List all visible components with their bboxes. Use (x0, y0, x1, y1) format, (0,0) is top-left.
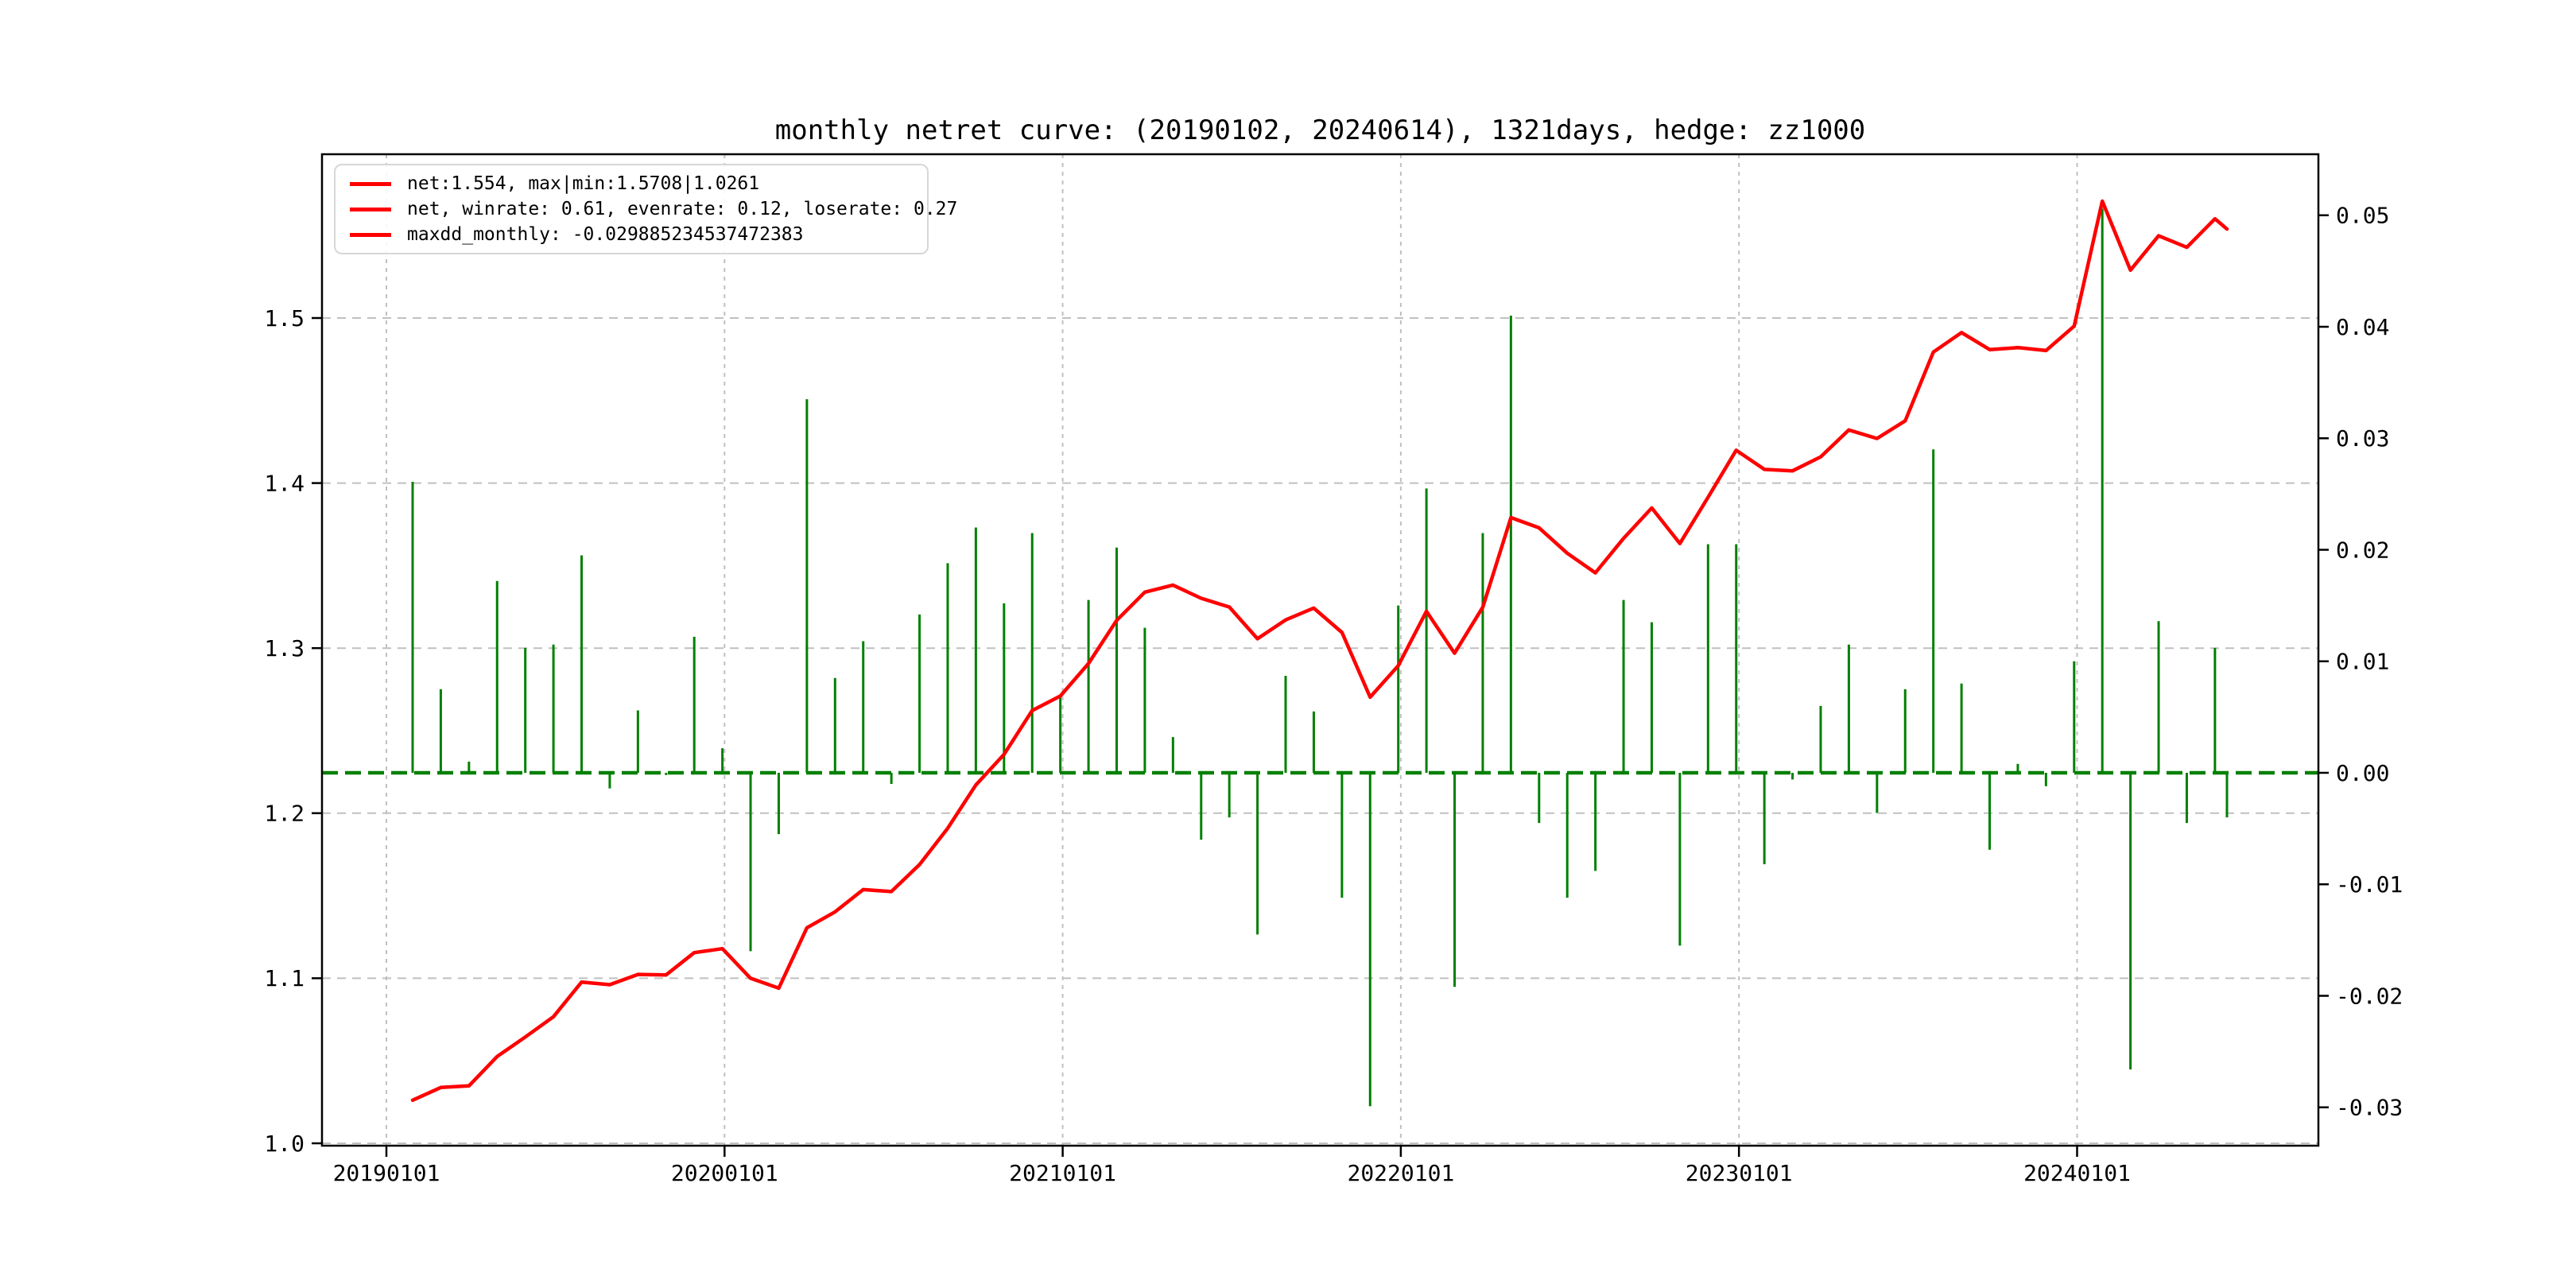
chart-title: monthly netret curve: (20190102, 2024061… (774, 114, 1866, 146)
right-tick-label: 0.00 (2336, 760, 2389, 786)
legend-item-label: net:1.554, max|min:1.5708|1.0261 (407, 173, 760, 194)
left-tick-label: 1.5 (264, 305, 305, 332)
right-tick-label: 0.02 (2336, 537, 2389, 563)
net-line (410, 199, 2229, 1103)
right-tick-label: -0.01 (2336, 871, 2403, 898)
x-tick-label: 20210101 (1009, 1160, 1116, 1186)
x-tick-label: 20220101 (1347, 1160, 1454, 1186)
right-tick-label: -0.02 (2336, 983, 2403, 1009)
left-tick-label: 1.2 (264, 801, 305, 827)
legend-line-sample-icon (350, 181, 391, 186)
x-tick-label: 20200101 (671, 1160, 778, 1186)
legend-item: net, winrate: 0.61, evenrate: 0.12, lose… (343, 199, 957, 219)
right-tick-label: 0.05 (2336, 203, 2389, 229)
x-tick-label: 20190101 (333, 1160, 440, 1186)
legend-line-sample-icon (350, 207, 391, 211)
left-tick-label: 1.0 (264, 1131, 305, 1157)
axis-spine (320, 153, 2320, 1147)
legend-item: maxdd_monthly: -0.029885234537472383 (343, 224, 919, 245)
x-tick-label: 20240101 (2023, 1160, 2131, 1186)
legend-item: net:1.554, max|min:1.5708|1.0261 (343, 173, 919, 194)
x-tick-label: 20230101 (1686, 1160, 1793, 1186)
legend-line-sample-icon (350, 232, 391, 237)
legend-item-label: net, winrate: 0.61, evenrate: 0.12, lose… (407, 199, 958, 219)
right-tick-label: 0.01 (2336, 649, 2389, 675)
legend: net:1.554, max|min:1.5708|1.0261 net, wi… (334, 164, 957, 254)
left-tick-label: 1.3 (264, 635, 305, 661)
right-tick-label: -0.03 (2336, 1095, 2403, 1121)
right-tick-label: 0.03 (2336, 425, 2389, 452)
left-tick-label: 1.1 (264, 965, 305, 991)
right-tick-label: 0.04 (2336, 314, 2389, 340)
left-tick-label: 1.4 (264, 470, 305, 496)
legend-item-label: maxdd_monthly: -0.029885234537472383 (407, 224, 804, 245)
